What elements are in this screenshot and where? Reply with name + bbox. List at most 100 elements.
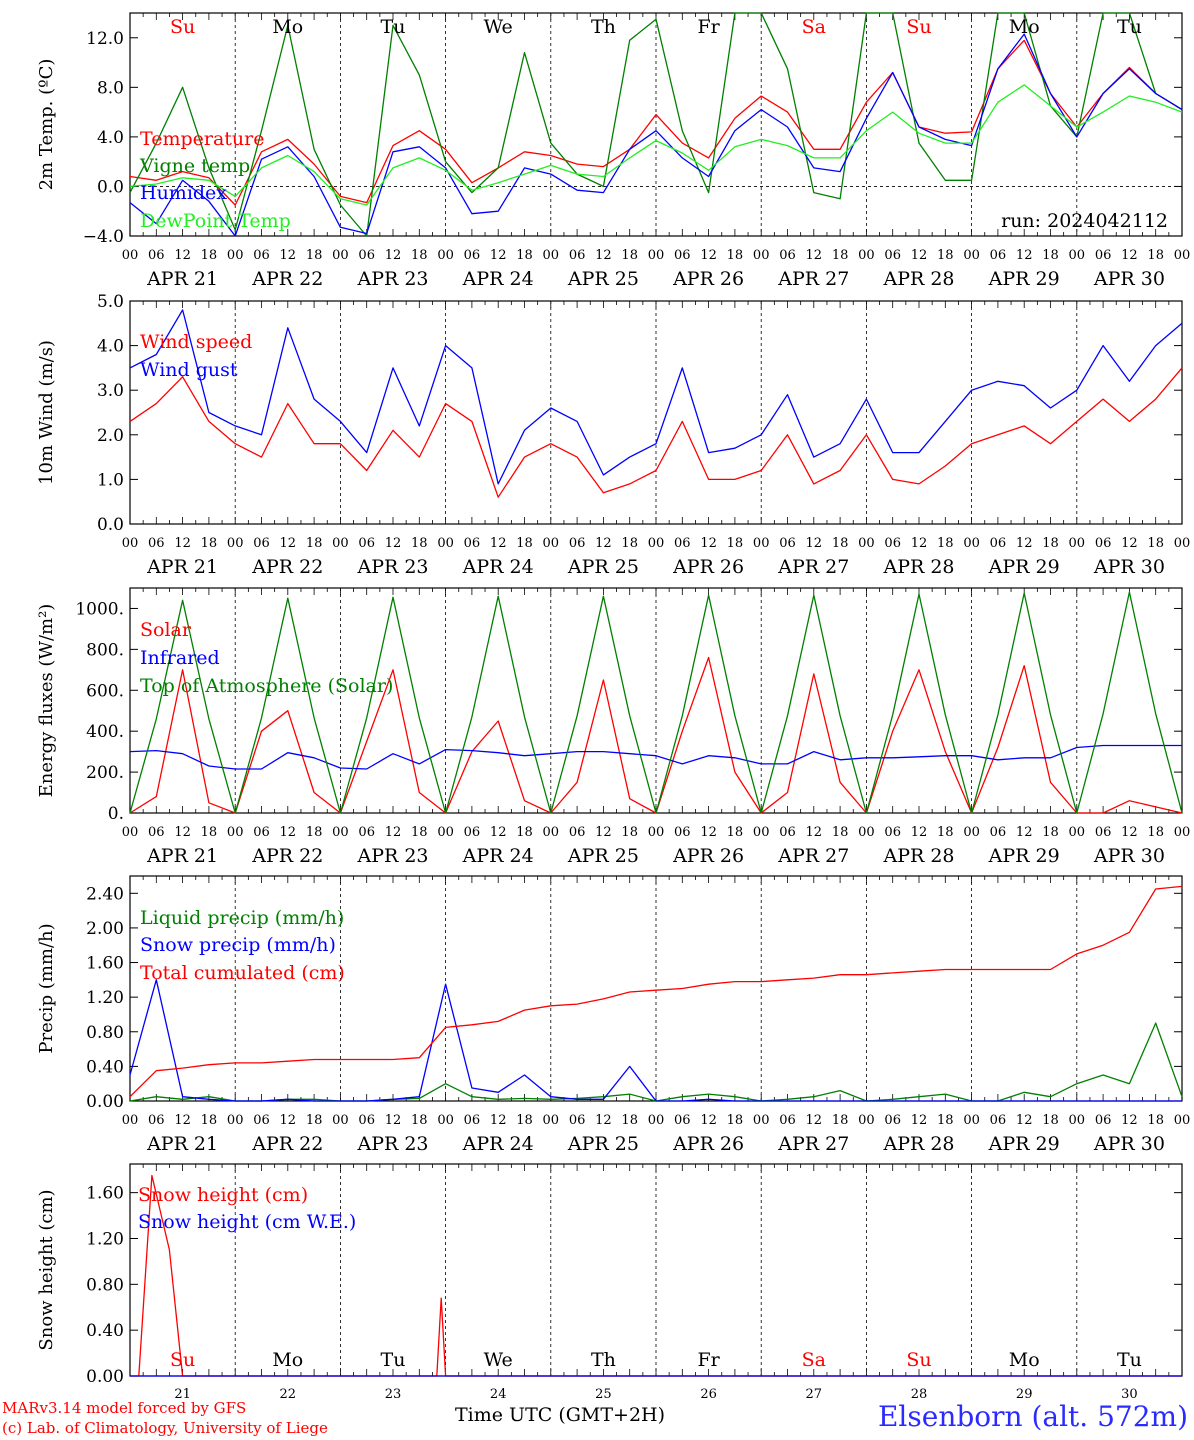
x-tick-label: 06 [253,825,270,840]
x-tick-label: 06 [358,536,375,551]
y-tick-label: 800. [86,640,124,660]
x-tick-label: 06 [148,248,165,263]
day-number-label: 28 [911,1387,928,1402]
x-tick-label: 12 [1121,248,1138,263]
x-tick-label: 18 [1147,536,1164,551]
day-label: Su [170,1349,195,1371]
x-tick-label: 00 [332,1113,349,1128]
x-tick-label: 12 [385,536,402,551]
x-tick-label: 00 [753,248,770,263]
x-tick-label: 18 [306,536,323,551]
series-line [129,979,1182,1102]
x-tick-label: 00 [227,1113,244,1128]
date-label: APR 22 [251,1133,323,1155]
x-tick-label: 00 [122,536,139,551]
legend-entry: Solar [140,619,192,641]
date-label: APR 23 [356,268,428,290]
series-line [129,885,1183,1098]
panel-frame [129,300,1183,525]
series-line [129,309,1183,485]
x-tick-label: 18 [306,1113,323,1128]
day-number-label: 30 [1121,1387,1138,1402]
day-label: Sa [802,16,826,38]
x-tick-label: 06 [569,825,586,840]
date-label: APR 25 [567,556,639,578]
x-tick-label: 06 [464,248,481,263]
y-tick-label: 1.20 [86,1229,124,1249]
x-tick-label: 18 [516,248,533,263]
date-label: APR 21 [146,845,218,867]
x-tick-label: 00 [1174,825,1191,840]
x-tick-label: 00 [1069,536,1086,551]
date-label: APR 24 [462,1133,534,1155]
date-label: APR 21 [146,1133,218,1155]
x-tick-label: 00 [648,536,665,551]
series-line [129,12,1183,237]
x-tick-label: 06 [884,536,901,551]
x-tick-label: 00 [332,825,349,840]
x-tick-label: 06 [1095,536,1112,551]
y-axis-label: Energy fluxes (W/m²) [36,604,57,798]
x-tick-label: 12 [1016,1113,1033,1128]
x-tick-label: 12 [174,1113,191,1128]
x-tick-label: 18 [937,1113,954,1128]
x-tick-label: 18 [727,248,744,263]
date-label: APR 23 [356,556,428,578]
x-tick-label: 12 [806,825,823,840]
series-line [129,744,1182,770]
x-tick-label: 12 [1016,248,1033,263]
x-tick-label: 12 [1016,536,1033,551]
x-tick-label: 12 [280,1113,297,1128]
day-label: Tu [1117,1349,1142,1371]
x-tick-label: 18 [832,536,849,551]
x-tick-label: 18 [516,825,533,840]
x-tick-label: 12 [700,536,717,551]
x-tick-label: 18 [201,825,218,840]
y-tick-label: 0.80 [86,1023,124,1043]
x-tick-label: 00 [648,248,665,263]
x-tick-label: 06 [148,536,165,551]
x-tick-label: 00 [332,248,349,263]
x-tick-label: 12 [700,1113,717,1128]
y-tick-label: 600. [86,681,124,701]
x-tick-label: 12 [911,248,928,263]
date-label: APR 29 [988,1133,1060,1155]
run-label: run: 2024042112 [1001,210,1168,232]
x-tick-label: 18 [1042,825,1059,840]
x-tick-label: 12 [490,248,507,263]
x-tick-label: 18 [1042,1113,1059,1128]
series-line [129,39,1183,206]
y-tick-label: −4.0 [83,227,124,247]
x-tick-label: 18 [1042,536,1059,551]
date-label: APR 22 [251,556,323,578]
day-number-label: 27 [806,1387,823,1402]
x-tick-label: 18 [621,825,638,840]
x-tick-label: 12 [490,536,507,551]
x-tick-label: 06 [1095,1113,1112,1128]
x-tick-label: 18 [411,248,428,263]
x-tick-label: 00 [963,1113,980,1128]
y-tick-label: 1000. [75,599,124,619]
y-tick-label: 1.60 [86,1184,124,1204]
x-tick-label: 00 [1174,248,1191,263]
x-tick-label: 06 [990,536,1007,551]
y-axis-label: Precip (mm/h) [36,923,57,1053]
panel-frame [129,12,1183,237]
x-tick-label: 00 [963,536,980,551]
y-tick-label: 2.40 [86,884,124,904]
day-label: Su [170,16,195,38]
day-label: Sa [802,1349,826,1371]
x-tick-label: 12 [1121,825,1138,840]
x-tick-label: 06 [253,536,270,551]
x-tick-label: 06 [148,825,165,840]
x-tick-label: 00 [437,825,454,840]
y-tick-label: 0.00 [86,1367,124,1387]
x-tick-label: 18 [621,536,638,551]
x-tick-label: 00 [332,536,349,551]
x-tick-label: 12 [174,536,191,551]
x-tick-label: 12 [1121,1113,1138,1128]
legend-entry: Wind gust [140,359,238,381]
x-tick-label: 00 [122,1113,139,1128]
y-tick-label: 0.0 [97,515,124,535]
